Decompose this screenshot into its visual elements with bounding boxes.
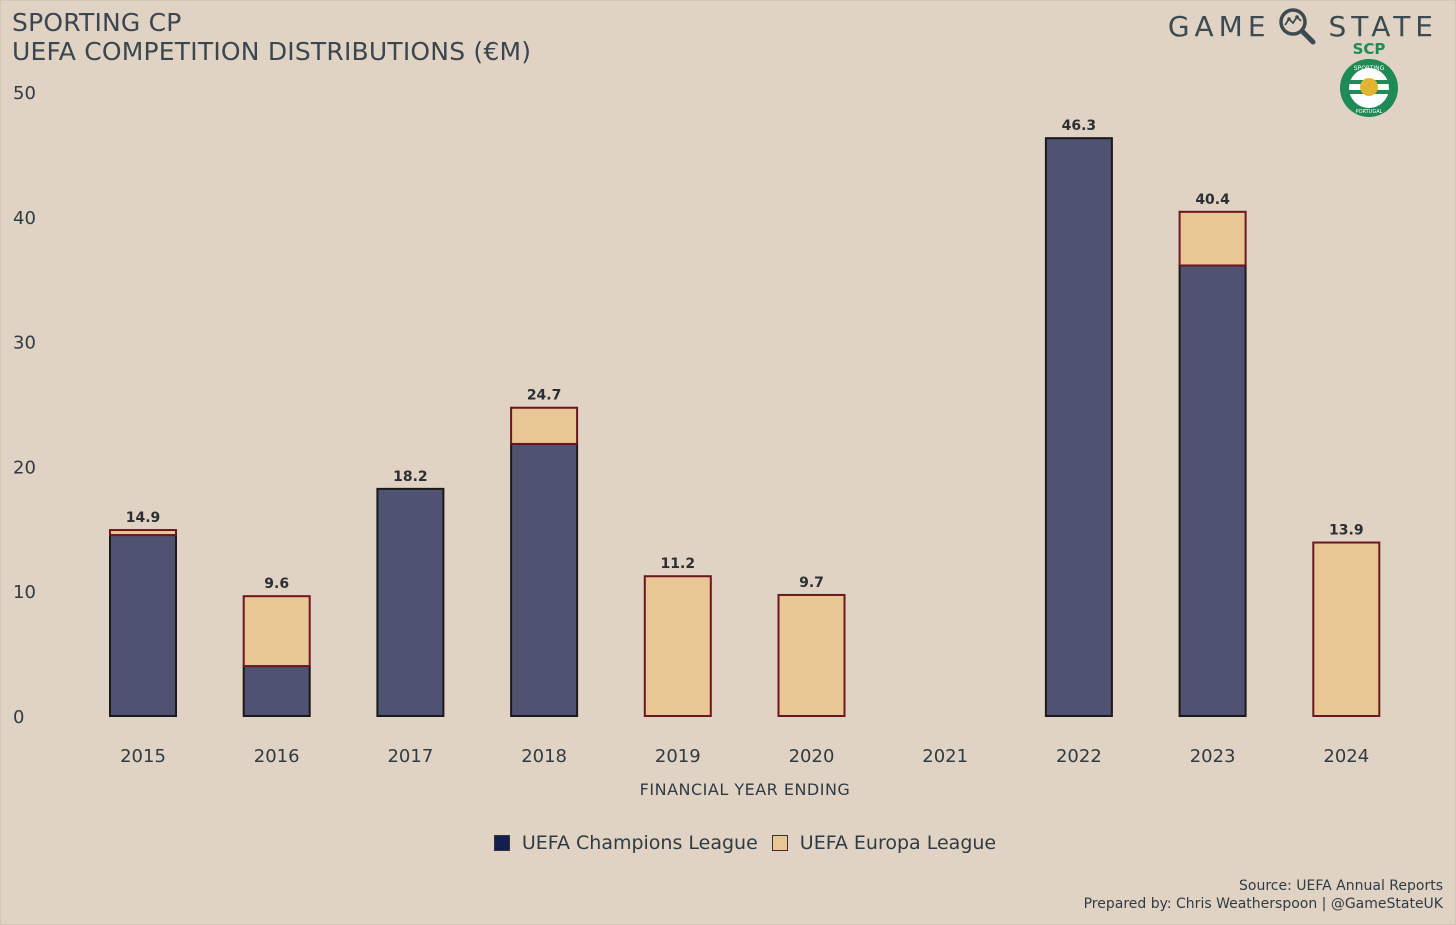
bar-europa-league: [1312, 541, 1381, 718]
game-state-logo: GAME STATE: [1168, 6, 1438, 46]
bar-europa-league: [643, 575, 712, 717]
bar-champions-league: [1178, 264, 1247, 717]
y-tick-label: 50: [13, 83, 36, 104]
legend-item-champions: UEFA Champions League: [493, 832, 758, 854]
brand-word-left: GAME: [1167, 9, 1271, 43]
bar-champions-league: [109, 534, 177, 717]
brand-word-right: STATE: [1328, 9, 1438, 43]
legend-swatch-champions: [493, 835, 510, 851]
crest-bottom-text: PORTUGAL: [1356, 109, 1383, 115]
y-tick-label: 30: [13, 333, 36, 354]
x-axis-title: FINANCIAL YEAR ENDING: [640, 780, 851, 799]
x-tick-label: 2024: [1323, 746, 1369, 767]
bar-total-label: 11.2: [661, 556, 696, 572]
source-note: Source: UEFA Annual Reports Prepared by:…: [1084, 877, 1443, 913]
x-tick-label: 2020: [789, 746, 835, 767]
bar-europa-league: [1178, 210, 1247, 267]
chart-subtitle: UEFA COMPETITION DISTRIBUTIONS (€M): [12, 37, 532, 66]
prepared-by-line: Prepared by: Chris Weatherspoon | @GameS…: [1083, 896, 1443, 912]
bar-champions-league: [510, 442, 579, 717]
crest-ring-text: SPORTING: [1354, 65, 1385, 72]
bar-champions-league: [376, 487, 445, 718]
bars-group: [109, 137, 1381, 718]
x-tick-label: 2019: [655, 746, 701, 767]
bar-total-label: 40.4: [1195, 192, 1230, 208]
x-tick-label: 2021: [922, 746, 968, 767]
x-tick-label: 2018: [521, 746, 567, 767]
legend-label-champions: UEFA Champions League: [521, 832, 758, 854]
chart-title-block: SPORTING CP UEFA COMPETITION DISTRIBUTIO…: [12, 8, 531, 66]
bar-total-label: 9.7: [799, 575, 824, 591]
bar-champions-league: [1044, 137, 1113, 717]
bar-total-label: 9.6: [264, 576, 289, 592]
legend-label-europa: UEFA Europa League: [799, 832, 997, 854]
y-axis: 0 10 20 30 40 50: [13, 83, 36, 728]
sporting-cp-crest: SCP SPORTING PORTUGAL: [1336, 40, 1402, 122]
bar-champions-league: [242, 665, 311, 718]
value-labels-group: 14.9 9.6 18.2 24.7 11.2 9.7 46.3 40.4 13.9: [126, 118, 1364, 592]
bar-europa-league: [510, 406, 579, 445]
source-line: Source: UEFA Annual Reports: [1239, 878, 1443, 894]
bar-europa-league: [109, 529, 177, 537]
bar-europa-league: [242, 595, 311, 668]
bar-total-label: 18.2: [393, 469, 428, 485]
legend-swatch-europa: [771, 835, 788, 851]
bar-total-label: 13.9: [1329, 523, 1364, 539]
bar-total-label: 46.3: [1062, 118, 1097, 134]
bar-total-label: 14.9: [126, 510, 161, 526]
y-tick-label: 20: [13, 457, 36, 478]
x-axis: 2015 2016 2017 2018 2019 2020 2021 2022 2023 2024: [120, 746, 1369, 767]
x-tick-label: 2022: [1056, 746, 1102, 767]
legend: UEFA Champions League UEFA Europa League: [0, 832, 1456, 854]
magnifier-icon: [1277, 6, 1317, 46]
x-tick-label: 2015: [120, 746, 166, 767]
bar-europa-league: [777, 593, 846, 717]
bar-total-label: 24.7: [527, 388, 562, 404]
y-tick-label: 0: [13, 707, 24, 728]
y-tick-label: 10: [13, 582, 36, 603]
chart-title: SPORTING CP: [12, 8, 182, 37]
y-tick-label: 40: [13, 208, 36, 229]
x-tick-label: 2016: [254, 746, 300, 767]
legend-item-europa: UEFA Europa League: [771, 832, 997, 854]
crest-top-text: SCP: [1353, 40, 1386, 58]
x-tick-label: 2017: [387, 746, 433, 767]
x-tick-label: 2023: [1190, 746, 1236, 767]
